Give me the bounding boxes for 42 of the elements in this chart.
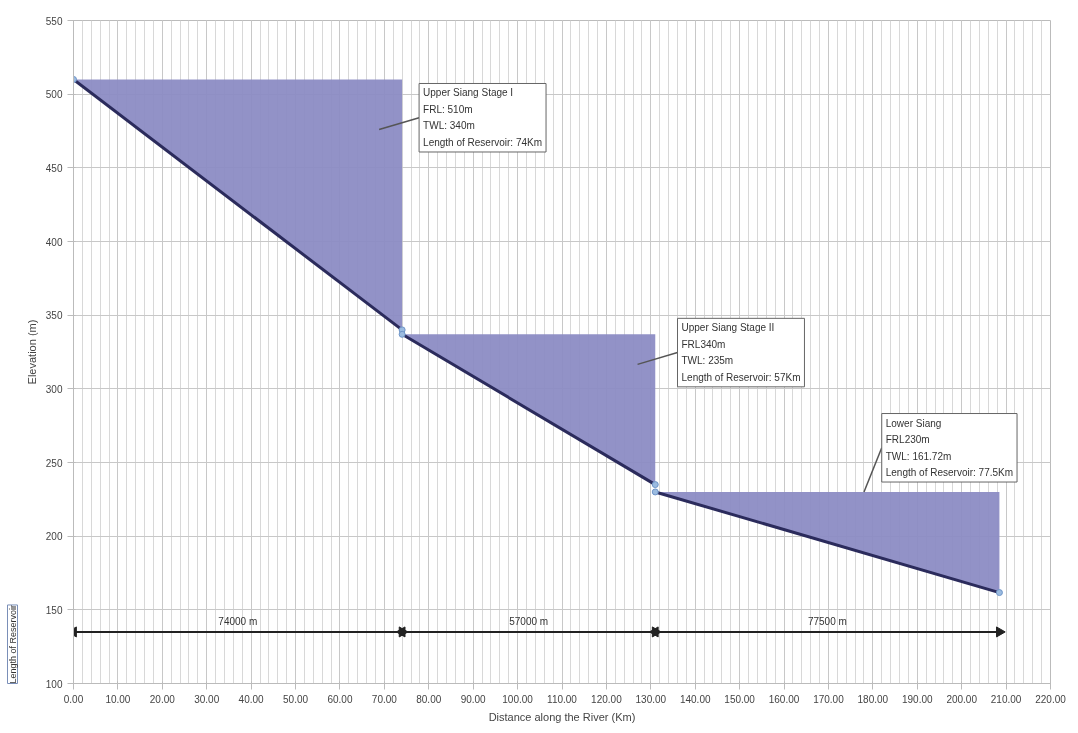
annotation: 57000 m <box>509 615 549 627</box>
annotation: 77500 m <box>807 615 847 627</box>
x-tick-label: 170.00 <box>813 693 845 705</box>
x-tick-label: 200.00 <box>946 693 978 705</box>
y-tick-label: 350 <box>45 310 63 322</box>
x-tick-label: 110.00 <box>547 693 578 705</box>
annotation: Upper Siang Stage II FRL340m TWL: 235m Length of Reservoir: 57Km <box>681 322 801 383</box>
x-tick-label: 20.00 <box>149 693 176 705</box>
y-tick-label: 550 <box>45 15 63 27</box>
y-tick-label: 150 <box>45 604 63 616</box>
x-tick-label: 140.00 <box>679 693 711 705</box>
x-tick-label: 120.00 <box>591 693 623 705</box>
x-tick-label: 40.00 <box>238 693 265 705</box>
y-tick-label: 300 <box>45 383 63 395</box>
y-tick-label: 500 <box>45 89 63 101</box>
x-tick-label: 210.00 <box>990 693 1022 705</box>
y-tick-label: 100 <box>45 678 63 690</box>
x-tick-label: 220.00 <box>1035 693 1067 705</box>
x-tick-label: 90.00 <box>460 693 487 705</box>
x-axis-title: Distance along the River (Km) <box>488 710 636 723</box>
y-tick-label: 250 <box>45 457 63 469</box>
y-axis-title: Elevation (m) <box>25 319 38 385</box>
x-tick-label: 30.00 <box>194 693 220 705</box>
x-tick-label: 0.00 <box>63 693 84 705</box>
y-tick-label: 400 <box>45 236 63 248</box>
x-tick-label: 160.00 <box>768 693 800 705</box>
x-tick-label: 80.00 <box>416 693 442 705</box>
x-tick-label: 150.00 <box>724 693 756 705</box>
annotation: 74000 m <box>218 615 258 627</box>
y-tick-label: 450 <box>45 162 63 174</box>
x-tick-label: 190.00 <box>901 693 933 705</box>
x-tick-label: 100.00 <box>502 693 534 705</box>
x-tick-label: 50.00 <box>283 693 309 705</box>
y-tick-label: 200 <box>45 531 63 543</box>
x-tick-label: 60.00 <box>327 693 353 705</box>
x-tick-label: 180.00 <box>857 693 889 705</box>
annotation: Lower Siang FRL230m TWL: 161.72m Length of Reservoir: 77.5Km <box>885 417 1014 479</box>
x-tick-label: 70.00 <box>371 693 398 705</box>
annotation: Upper Siang Stage I FRL: 510m TWL: 340m Length of Reservoir: 74Km <box>423 87 543 148</box>
text: Length of Reservoir <box>7 604 18 684</box>
x-tick-label: 130.00 <box>635 693 667 705</box>
x-tick-label: 10.00 <box>105 693 131 705</box>
